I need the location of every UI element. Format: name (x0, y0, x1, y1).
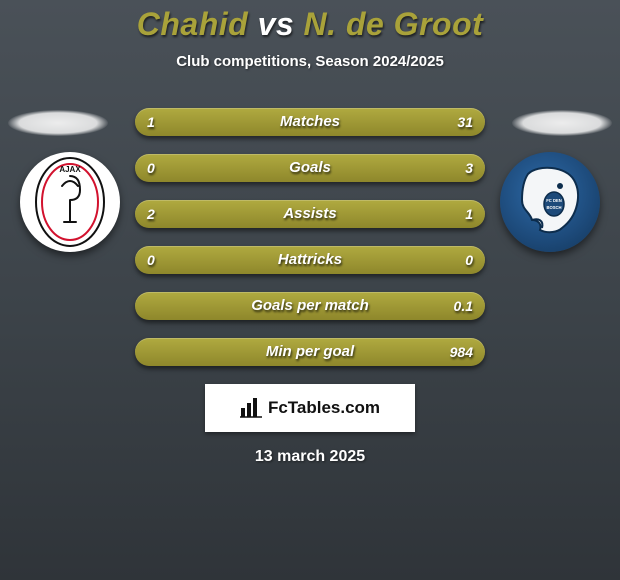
stat-bar: 0 3Goals (135, 154, 485, 182)
stat-value-right: 0.1 (454, 292, 473, 320)
svg-text:BOSCH: BOSCH (546, 205, 561, 210)
comparison-title: Chahid vs N. de Groot (0, 0, 620, 43)
stat-bar: 0.1Goals per match (135, 292, 485, 320)
stat-label: Matches (135, 108, 485, 136)
stat-value-right: 0 (465, 246, 473, 274)
stat-value-left: 0 (147, 246, 155, 274)
stat-bar: 1 31Matches (135, 108, 485, 136)
comparison-arena: AJAX FC DEN BOSCH 131Matches03Goals21Ass… (0, 108, 620, 366)
stat-value-right: 1 (465, 200, 473, 228)
spotlight-right (512, 110, 612, 136)
den-bosch-crest-icon: FC DEN BOSCH (508, 160, 592, 244)
bar-chart-icon (240, 398, 262, 418)
stat-value-right: 984 (450, 338, 473, 366)
stat-value-right: 3 (465, 154, 473, 182)
stat-label: Assists (135, 200, 485, 228)
subtitle: Club competitions, Season 2024/2025 (0, 53, 620, 70)
ajax-crest-icon: AJAX (34, 156, 106, 248)
svg-text:AJAX: AJAX (59, 165, 81, 174)
stat-bars: 131Matches03Goals21Assists00Hattricks0.1… (135, 108, 485, 366)
stat-label: Min per goal (135, 338, 485, 366)
stat-bar: 984Min per goal (135, 338, 485, 366)
brand-text: FcTables.com (268, 398, 380, 418)
stat-value-left: 1 (147, 108, 155, 136)
stat-bar: 2 1Assists (135, 200, 485, 228)
spotlight-left (8, 110, 108, 136)
stat-bar: 0 0Hattricks (135, 246, 485, 274)
svg-text:FC DEN: FC DEN (546, 198, 562, 203)
brand-box[interactable]: FcTables.com (205, 384, 415, 432)
stat-value-right: 31 (457, 108, 473, 136)
club-crest-right: FC DEN BOSCH (500, 152, 600, 252)
player2-name: N. de Groot (304, 6, 484, 42)
stat-value-left: 0 (147, 154, 155, 182)
player1-name: Chahid (137, 6, 248, 42)
stat-label: Goals per match (135, 292, 485, 320)
club-crest-left: AJAX (20, 152, 120, 252)
date-footer: 13 march 2025 (0, 448, 620, 466)
stat-label: Hattricks (135, 246, 485, 274)
vs-label: vs (258, 6, 295, 42)
stat-value-left: 2 (147, 200, 155, 228)
stat-label: Goals (135, 154, 485, 182)
